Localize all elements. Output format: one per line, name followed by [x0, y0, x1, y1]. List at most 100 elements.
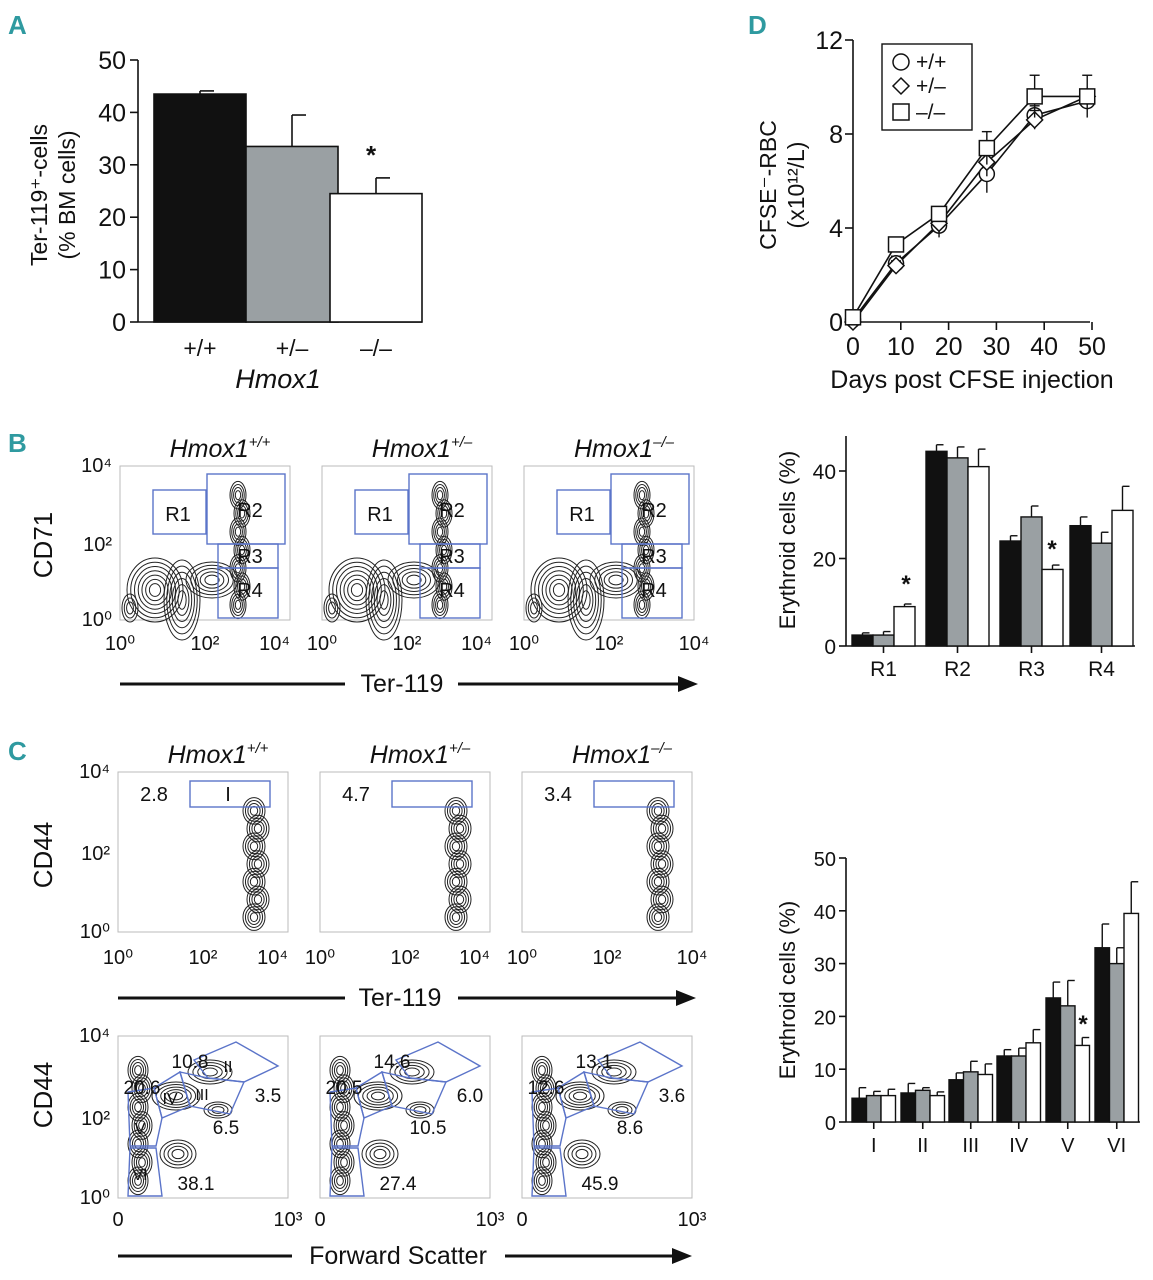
contour-blob	[121, 593, 139, 623]
contour-column	[453, 891, 467, 908]
contour-column	[251, 891, 265, 908]
contour-column	[249, 805, 259, 816]
x-tick-label: 10⁴	[461, 633, 492, 655]
gate-I	[189, 780, 271, 808]
contour-column	[247, 802, 261, 819]
contour-column	[248, 817, 268, 840]
x-tick-label: 10²	[189, 947, 218, 969]
contour-column	[449, 873, 463, 890]
panel-a-bars	[153, 90, 423, 323]
contour-blob	[570, 565, 602, 635]
contour-column	[446, 906, 466, 928]
contour-column	[247, 873, 261, 890]
legend-diamond-icon	[891, 76, 911, 96]
contour-blob	[530, 557, 588, 623]
panel-b-bar-xticks: R1 R2 R3 R4	[870, 646, 1115, 681]
contour-column	[333, 1062, 347, 1079]
contour-column	[440, 581, 448, 592]
panel-b-bar-bars	[851, 444, 1134, 647]
x-tick-label: 10⁰	[305, 947, 335, 969]
gate-II-percentage: 13.1	[576, 1052, 613, 1073]
y-tick-label: 4	[829, 215, 843, 243]
plot-frame	[319, 771, 491, 933]
x-tick-label: 0	[846, 333, 860, 361]
gate-VI-percentage: 38.1	[178, 1174, 215, 1195]
x-tick-label: IV	[1009, 1135, 1029, 1157]
contour-blob	[369, 1145, 391, 1163]
contour-column	[129, 1095, 147, 1119]
contour-column	[436, 490, 444, 501]
bar-R1-+/+	[851, 634, 874, 647]
contour-blob	[339, 570, 375, 610]
contour-column	[247, 909, 261, 926]
panel-c-bar-yticks: 0 10 20 30 40 50	[814, 849, 846, 1135]
gate-R1	[152, 489, 207, 535]
panel-c-bar-star: *	[1078, 1011, 1088, 1038]
gate-VI-percentage: 27.4	[380, 1174, 417, 1195]
y-tick-label: 10²	[83, 534, 112, 556]
x-tick-label: 10⁰	[103, 947, 133, 969]
contour-column	[637, 596, 647, 613]
panel-c-ylabel-bottom: CD44	[28, 1062, 58, 1128]
panel-d-yticks: 0 4 8 12	[815, 27, 853, 337]
contour-column	[238, 544, 246, 556]
contour-blob	[563, 1139, 601, 1169]
contour-blob	[373, 577, 395, 623]
contour-column	[648, 870, 668, 893]
x-tick-label: 10⁴	[677, 947, 708, 969]
panel-a-xticks: +/+ +/– –/–	[183, 335, 392, 361]
contour-column	[455, 859, 465, 869]
bar-+/+	[153, 93, 247, 323]
contour-column	[333, 1172, 347, 1189]
genotype-title: Hmox1–/–	[572, 740, 673, 769]
bar-R2-+/+	[925, 450, 948, 647]
contour-blob	[190, 564, 234, 596]
data-point-diamond	[1025, 110, 1044, 129]
x-tick-label: I	[871, 1135, 877, 1157]
contour-blob	[534, 561, 584, 619]
contour-blob	[194, 568, 230, 592]
y-tick-label: 20	[98, 204, 126, 232]
contour-column	[448, 885, 472, 914]
bar-R3-+/–	[1020, 516, 1043, 647]
contour-column	[134, 1101, 142, 1113]
panel-d-series	[843, 74, 1097, 332]
contour-column	[542, 1157, 550, 1168]
data-point-square	[930, 205, 948, 223]
flow-plot-c-bottom-2: 13.1 12.6 3.6 8.6 45.9 0 10³	[516, 1035, 707, 1231]
bar-R2-+/–	[946, 457, 969, 647]
contour-column	[234, 526, 242, 537]
bar-IV-+/+	[996, 1055, 1013, 1123]
contour-column	[233, 487, 243, 504]
contour-column	[451, 876, 461, 887]
contour-blob	[174, 584, 190, 616]
contour-column	[657, 894, 667, 905]
contour-blob	[564, 1086, 596, 1106]
panel-b-label: B	[8, 428, 27, 458]
genotype-superscript: –/–	[652, 434, 675, 451]
contour-blob	[126, 601, 134, 615]
bar-V-–/–	[1074, 1044, 1091, 1123]
bar-I-+/+	[851, 1097, 868, 1123]
contour-column	[138, 1157, 146, 1168]
contour-blob	[598, 568, 634, 592]
gate-label-R1: R1	[165, 504, 191, 526]
contour-column	[238, 508, 246, 519]
gate-label-R4: R4	[439, 580, 465, 602]
contour-blob	[552, 583, 566, 597]
panel-b-bar-ylabel: Erythroid cells (%)	[775, 451, 800, 629]
gate-IV-percentage: 20.6	[124, 1078, 161, 1099]
contour-column	[542, 1120, 550, 1131]
bar-II-+/–	[914, 1089, 931, 1123]
contour-column	[336, 1101, 344, 1113]
gate-R1	[354, 489, 409, 535]
panel-b-ylabel: CD71	[28, 512, 58, 578]
bar-R4-+/+	[1069, 524, 1092, 647]
contour-column	[244, 870, 264, 893]
contour-column	[657, 823, 667, 834]
contour-column	[444, 903, 468, 931]
contour-blob	[159, 1139, 197, 1169]
contour-blob	[362, 1086, 394, 1106]
contour-column	[340, 1157, 348, 1168]
contour-column	[444, 797, 468, 825]
